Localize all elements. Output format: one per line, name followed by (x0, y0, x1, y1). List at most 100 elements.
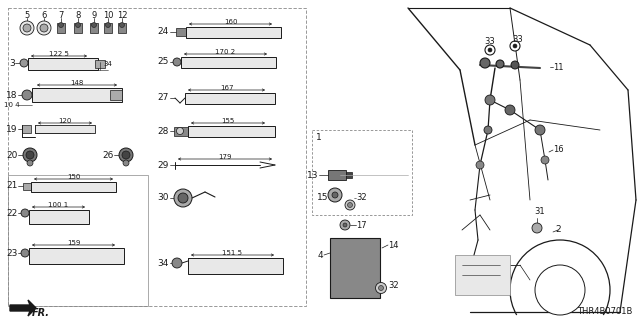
Text: 6: 6 (42, 11, 47, 20)
Text: 25: 25 (157, 58, 169, 67)
Bar (90, 23, 98, 33)
Text: 12: 12 (116, 11, 127, 20)
Text: 7: 7 (58, 11, 64, 20)
Text: 122 5: 122 5 (49, 51, 69, 57)
Circle shape (76, 22, 81, 28)
Circle shape (541, 156, 549, 164)
Text: 32: 32 (356, 194, 367, 203)
Circle shape (173, 58, 181, 66)
Circle shape (40, 24, 48, 32)
Text: 19: 19 (6, 124, 18, 133)
Text: FR.: FR. (32, 308, 50, 318)
Text: 151 5: 151 5 (223, 250, 243, 256)
Text: 155: 155 (221, 118, 235, 124)
Bar (29, 248, 124, 264)
Bar (176, 28, 186, 36)
Circle shape (174, 189, 192, 207)
Text: 17: 17 (356, 220, 367, 229)
Circle shape (58, 22, 63, 28)
Circle shape (106, 22, 111, 28)
Text: 159: 159 (67, 240, 80, 246)
Text: 120: 120 (58, 118, 72, 124)
Circle shape (178, 193, 188, 203)
Bar (32, 88, 122, 102)
Bar (188, 258, 283, 274)
Text: 150: 150 (67, 174, 80, 180)
Text: 160: 160 (224, 19, 237, 25)
Bar (185, 93, 275, 104)
Circle shape (20, 59, 28, 67)
Bar (23, 183, 31, 190)
Text: 32: 32 (388, 281, 399, 290)
Bar (330, 238, 380, 298)
Circle shape (27, 160, 33, 166)
Circle shape (328, 188, 342, 202)
Bar (312, 130, 412, 215)
Circle shape (488, 48, 492, 52)
Bar (104, 23, 112, 33)
Circle shape (484, 126, 492, 134)
Bar (188, 126, 275, 137)
Circle shape (23, 24, 31, 32)
Circle shape (123, 160, 129, 166)
Text: 23: 23 (6, 249, 18, 258)
Bar (181, 57, 276, 68)
Text: 5: 5 (24, 11, 29, 20)
Text: 33: 33 (513, 35, 524, 44)
Bar (74, 23, 82, 33)
Text: 1: 1 (316, 133, 322, 142)
Text: 26: 26 (102, 150, 114, 159)
Circle shape (480, 58, 490, 68)
Bar (110, 90, 122, 100)
Bar (57, 23, 65, 33)
Text: 34: 34 (157, 259, 169, 268)
Text: 22: 22 (6, 209, 18, 218)
Text: 170 2: 170 2 (216, 49, 236, 55)
Text: 16: 16 (553, 146, 564, 155)
Bar (455, 255, 510, 295)
Text: 24: 24 (157, 28, 168, 36)
Circle shape (332, 192, 338, 198)
Bar (39, 24, 49, 28)
Text: 15: 15 (317, 194, 329, 203)
Circle shape (20, 21, 34, 35)
Bar (35, 125, 95, 133)
Polygon shape (10, 300, 36, 316)
Bar (186, 27, 281, 38)
Text: 10: 10 (103, 11, 113, 20)
Circle shape (535, 265, 585, 315)
Circle shape (485, 95, 495, 105)
Bar (8, 8, 306, 306)
Text: 30: 30 (157, 194, 169, 203)
Circle shape (348, 203, 353, 207)
Bar (8, 175, 148, 306)
Text: 3: 3 (9, 59, 15, 68)
Bar (328, 170, 346, 180)
Bar (28, 58, 98, 70)
Circle shape (119, 148, 133, 162)
Text: 167: 167 (220, 85, 233, 91)
Text: 21: 21 (6, 181, 18, 190)
Text: 33: 33 (484, 37, 495, 46)
Circle shape (22, 90, 32, 100)
Text: 28: 28 (157, 126, 169, 135)
Circle shape (120, 22, 125, 28)
Text: 100 1: 100 1 (49, 202, 68, 208)
Bar (22, 24, 32, 28)
Circle shape (21, 249, 29, 257)
Text: 27: 27 (157, 93, 169, 102)
Circle shape (505, 105, 515, 115)
Text: 9: 9 (92, 11, 97, 20)
Bar (29, 210, 89, 224)
Text: 20: 20 (6, 150, 18, 159)
Circle shape (510, 41, 520, 51)
Text: 34: 34 (103, 61, 112, 67)
Bar (22, 125, 31, 133)
Circle shape (21, 209, 29, 217)
Text: 4: 4 (317, 251, 323, 260)
Text: 8: 8 (76, 11, 81, 20)
Circle shape (485, 45, 495, 55)
Circle shape (177, 127, 184, 134)
Circle shape (476, 161, 484, 169)
Bar (346, 172, 352, 178)
